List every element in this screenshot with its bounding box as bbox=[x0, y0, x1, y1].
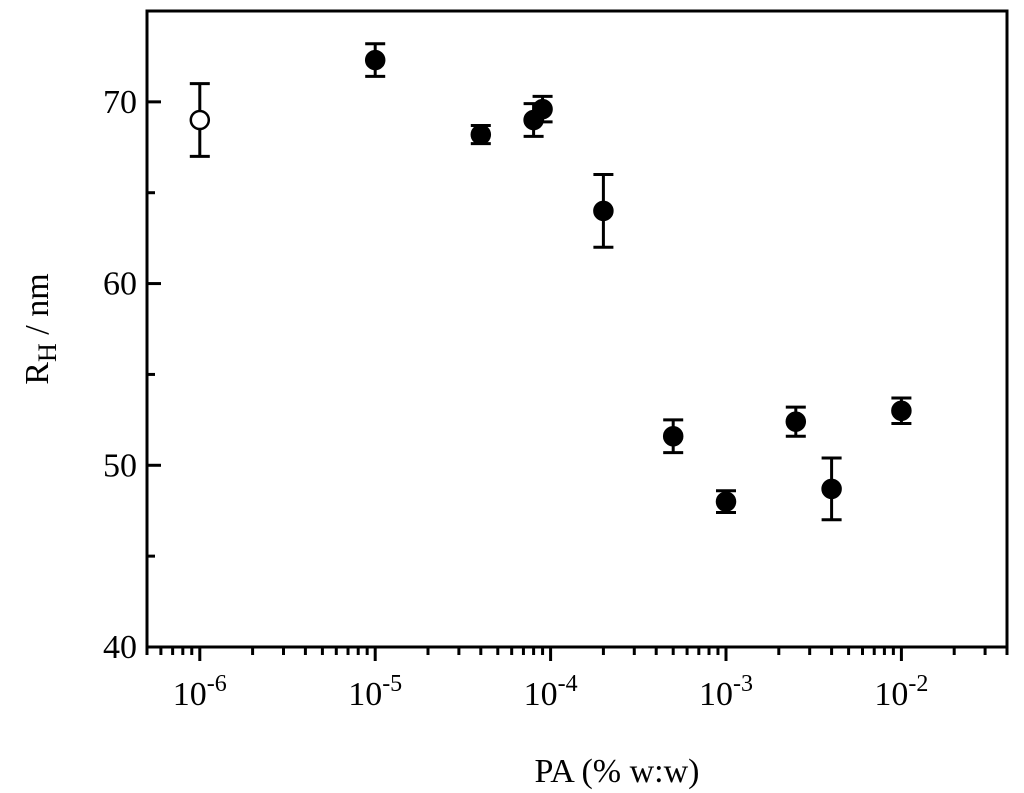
y-tick-label: 50 bbox=[103, 447, 137, 484]
filled-marker bbox=[470, 124, 492, 145]
data-point bbox=[821, 456, 842, 522]
x-axis-title: PA (% w:w) bbox=[535, 753, 700, 790]
x-tick-label: 10-3 bbox=[699, 671, 753, 713]
filled-marker bbox=[662, 425, 684, 447]
y-axis-title-subscript: H bbox=[33, 343, 62, 362]
x-tick-label: 10-5 bbox=[348, 671, 402, 713]
y-tick-label: 60 bbox=[103, 266, 137, 303]
y-tick-label: 40 bbox=[103, 629, 137, 666]
y-axis-title-suffix: / nm bbox=[19, 273, 56, 343]
data-point bbox=[715, 489, 737, 515]
y-axis-title-main: R bbox=[19, 362, 56, 385]
y-axis-title: RH / nm bbox=[19, 273, 62, 384]
x-tick-label: 10-2 bbox=[874, 671, 928, 713]
data-point bbox=[470, 123, 492, 146]
filled-marker bbox=[364, 49, 386, 71]
x-tick-label: 10-6 bbox=[173, 671, 227, 713]
data-point bbox=[532, 94, 553, 124]
filled-marker bbox=[891, 400, 912, 422]
data-point bbox=[662, 418, 684, 455]
data-point bbox=[189, 82, 211, 158]
plot-frame bbox=[145, 9, 1009, 649]
filled-marker bbox=[715, 491, 737, 512]
filled-marker bbox=[785, 411, 807, 432]
x-tick-label: 10-4 bbox=[524, 671, 578, 713]
data-points bbox=[189, 42, 912, 522]
axis-ticks bbox=[145, 100, 1009, 661]
data-point bbox=[593, 173, 614, 249]
filled-marker bbox=[593, 200, 614, 222]
y-tick-label: 70 bbox=[103, 84, 137, 121]
filled-marker bbox=[821, 478, 842, 500]
data-point bbox=[891, 396, 912, 425]
data-point bbox=[785, 405, 807, 438]
open-marker bbox=[189, 109, 211, 131]
axis-tick-labels: 40 50 60 70 10-6 10-5 10-4 10-3 10-2 bbox=[103, 84, 928, 713]
data-point bbox=[364, 42, 386, 78]
filled-marker bbox=[532, 98, 553, 120]
